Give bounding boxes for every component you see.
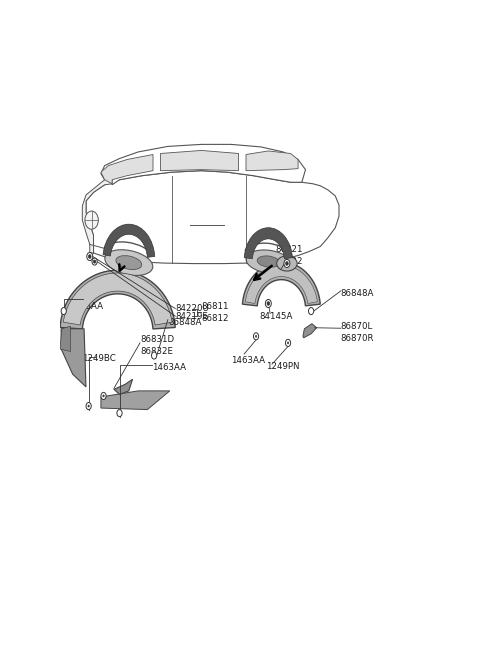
Circle shape <box>309 308 314 315</box>
Circle shape <box>255 335 257 337</box>
Ellipse shape <box>116 256 142 270</box>
Polygon shape <box>246 151 298 171</box>
Polygon shape <box>83 180 112 253</box>
Text: 86848A: 86848A <box>341 289 374 298</box>
Polygon shape <box>60 270 175 329</box>
Text: 1463AA: 1463AA <box>231 356 265 365</box>
Circle shape <box>152 352 156 359</box>
Ellipse shape <box>105 250 153 276</box>
Ellipse shape <box>246 250 290 273</box>
Circle shape <box>94 260 96 263</box>
Polygon shape <box>101 155 153 184</box>
Circle shape <box>85 211 98 229</box>
Circle shape <box>61 308 66 315</box>
Text: 84219E: 84219E <box>175 312 208 321</box>
Text: 86811
86812: 86811 86812 <box>202 302 229 323</box>
Text: 84145A: 84145A <box>259 312 292 321</box>
Ellipse shape <box>257 256 279 267</box>
Circle shape <box>253 333 259 340</box>
Text: 86870L
86870R: 86870L 86870R <box>341 322 374 342</box>
Circle shape <box>88 255 91 258</box>
Text: 86821
86822: 86821 86822 <box>276 245 303 266</box>
Circle shape <box>286 262 288 265</box>
Text: 86848A: 86848A <box>168 318 201 327</box>
Circle shape <box>86 403 91 409</box>
Text: 84220U: 84220U <box>175 304 209 313</box>
Polygon shape <box>63 273 172 325</box>
Circle shape <box>101 392 106 400</box>
Circle shape <box>88 405 89 407</box>
Circle shape <box>265 299 271 308</box>
Polygon shape <box>86 171 339 264</box>
Circle shape <box>284 259 290 268</box>
Polygon shape <box>303 323 317 338</box>
Polygon shape <box>101 144 305 185</box>
Polygon shape <box>160 150 239 171</box>
Circle shape <box>286 339 290 346</box>
Wedge shape <box>244 228 292 258</box>
Circle shape <box>92 258 97 265</box>
Circle shape <box>267 302 270 305</box>
Text: 1249PN: 1249PN <box>266 361 300 371</box>
Polygon shape <box>101 391 170 409</box>
Polygon shape <box>245 265 317 304</box>
Text: 1249BC: 1249BC <box>83 354 116 363</box>
Circle shape <box>287 342 289 344</box>
Circle shape <box>87 253 93 260</box>
Circle shape <box>103 395 104 397</box>
Polygon shape <box>114 379 132 394</box>
Polygon shape <box>60 326 71 352</box>
Text: 86831D
86832E: 86831D 86832E <box>140 335 174 356</box>
Polygon shape <box>61 329 86 387</box>
Ellipse shape <box>276 256 297 271</box>
Text: 1463AA: 1463AA <box>152 363 186 371</box>
Polygon shape <box>242 262 320 306</box>
Circle shape <box>117 409 122 417</box>
Wedge shape <box>103 224 155 257</box>
Text: 1463AA: 1463AA <box>69 302 103 311</box>
